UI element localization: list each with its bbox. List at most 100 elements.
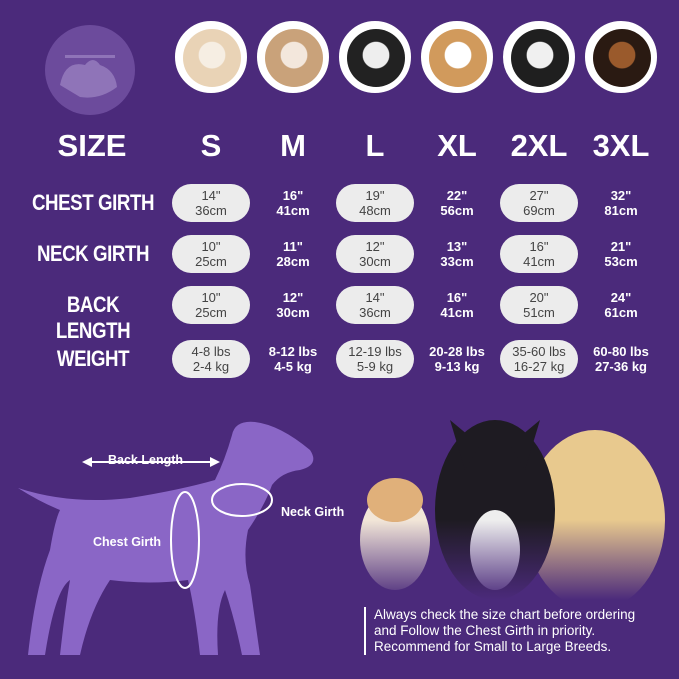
cell-imperial: 19" <box>365 188 385 203</box>
pet-logo-icon <box>60 55 117 98</box>
cell-imperial: 16" <box>282 188 304 203</box>
row-label: NECK GIRTH <box>36 241 150 266</box>
size-cell: 10" 25cm <box>172 286 250 324</box>
dog-breed-photo-3xl <box>585 21 657 93</box>
cell-imperial: 10" <box>201 290 221 305</box>
cell-imperial: 27" <box>529 188 549 203</box>
size-cell: 35-60 lbs 16-27 kg <box>500 340 578 378</box>
dog-breed-photo-m <box>257 21 329 93</box>
cell-imperial: 20-28 lbs <box>429 344 485 359</box>
cell-imperial: 22" <box>446 188 468 203</box>
cell-imperial: 20" <box>529 290 549 305</box>
size-note: Always check the size chart before order… <box>364 607 635 655</box>
cell-metric: 48cm <box>359 203 391 218</box>
cell-metric: 16-27 kg <box>513 359 565 374</box>
cell-metric: 28cm <box>276 254 310 269</box>
dogs-photo <box>345 400 679 600</box>
cell-metric: 25cm <box>195 305 227 320</box>
dog-silhouette-diagram <box>18 421 314 655</box>
cell-imperial: 12" <box>282 290 304 305</box>
cell-imperial: 16" <box>446 290 468 305</box>
size-header: SIZE <box>57 128 127 163</box>
note-line: Recommend for Small to Large Breeds. <box>374 639 612 654</box>
cell-imperial: 12-19 lbs <box>348 344 402 359</box>
cell-metric: 41cm <box>440 305 474 320</box>
cell-metric: 36cm <box>195 203 227 218</box>
cell-metric: 25cm <box>195 254 227 269</box>
cell-metric: 36cm <box>359 305 391 320</box>
size-column-3: XL <box>437 128 477 163</box>
brand-logo <box>45 25 135 115</box>
cell-metric: 53cm <box>604 254 638 269</box>
cell-metric: 27-36 kg <box>594 359 648 374</box>
note-line: Always check the size chart before order… <box>374 607 636 622</box>
cell-imperial: 8-12 lbs <box>268 344 318 359</box>
cell-imperial: 60-80 lbs <box>593 344 649 359</box>
size-cell: 24" 61cm <box>582 286 660 324</box>
cell-metric: 30cm <box>276 305 310 320</box>
cell-metric: 51cm <box>523 305 555 320</box>
size-column-0: S <box>200 128 222 163</box>
row-label: WEIGHT <box>56 346 130 371</box>
cell-metric: 56cm <box>440 203 474 218</box>
cell-imperial: 32" <box>610 188 632 203</box>
cell-metric: 81cm <box>604 203 638 218</box>
cell-imperial: 21" <box>610 239 632 254</box>
cell-imperial: 16" <box>529 239 549 254</box>
size-cell: 20" 51cm <box>500 286 578 324</box>
size-column-2: L <box>365 128 385 163</box>
cell-metric: 2-4 kg <box>192 359 230 374</box>
size-cell: 14" 36cm <box>336 286 414 324</box>
size-cell: 16" 41cm <box>254 184 332 222</box>
size-cell: 12" 30cm <box>254 286 332 324</box>
size-cell: 22" 56cm <box>418 184 496 222</box>
cell-imperial: 35-60 lbs <box>512 344 566 359</box>
size-cell: 27" 69cm <box>500 184 578 222</box>
row-label: BACK LENGTH <box>55 292 131 343</box>
cell-imperial: 11" <box>283 239 303 254</box>
cell-metric: 30cm <box>359 254 391 269</box>
dog-breed-photo-s <box>175 21 247 93</box>
cell-imperial: 13" <box>446 239 468 254</box>
size-cell: 8-12 lbs 4-5 kg <box>254 340 332 378</box>
cell-imperial: 14" <box>201 188 221 203</box>
size-column-4: 2XL <box>510 128 568 163</box>
neck-girth-label: Neck Girth <box>281 505 345 519</box>
size-cell: 14" 36cm <box>172 184 250 222</box>
dog-silhouette <box>18 421 314 655</box>
dog-breed-photo-2xl <box>503 21 575 93</box>
cell-metric: 41cm <box>523 254 555 269</box>
cell-imperial: 12" <box>365 239 385 254</box>
size-cell: 16" 41cm <box>500 235 578 273</box>
size-cell: 32" 81cm <box>582 184 660 222</box>
size-cell: 10" 25cm <box>172 235 250 273</box>
neck-girth-loop <box>211 483 273 517</box>
cell-metric: 61cm <box>604 305 638 320</box>
cell-metric: 5-9 kg <box>356 359 394 374</box>
size-cell: 12-19 lbs 5-9 kg <box>336 340 414 378</box>
cell-metric: 41cm <box>276 203 310 218</box>
cell-metric: 69cm <box>523 203 555 218</box>
size-cell: 16" 41cm <box>418 286 496 324</box>
cell-imperial: 4-8 lbs <box>191 344 231 359</box>
back-length-label: Back Length <box>108 453 184 467</box>
size-cell: 11" 28cm <box>254 235 332 273</box>
dog-breed-photo-l <box>339 21 411 93</box>
size-cell: 13" 33cm <box>418 235 496 273</box>
dog-breed-photo-xl <box>421 21 493 93</box>
size-cell: 19" 48cm <box>336 184 414 222</box>
size-cell: 4-8 lbs 2-4 kg <box>172 340 250 378</box>
note-line: and Follow the Chest Girth in priority. <box>374 623 596 638</box>
size-cell: 12" 30cm <box>336 235 414 273</box>
row-label: CHEST GIRTH <box>31 190 155 215</box>
size-column-5: 3XL <box>592 128 650 163</box>
size-column-1: M <box>280 128 306 163</box>
cell-imperial: 10" <box>201 239 221 254</box>
size-cell: 20-28 lbs 9-13 kg <box>418 340 496 378</box>
chest-girth-label: Chest Girth <box>93 535 162 549</box>
cell-metric: 9-13 kg <box>434 359 480 374</box>
cell-metric: 33cm <box>440 254 474 269</box>
chest-girth-loop <box>170 491 200 589</box>
cell-metric: 4-5 kg <box>274 359 312 374</box>
cell-imperial: 24" <box>610 290 632 305</box>
